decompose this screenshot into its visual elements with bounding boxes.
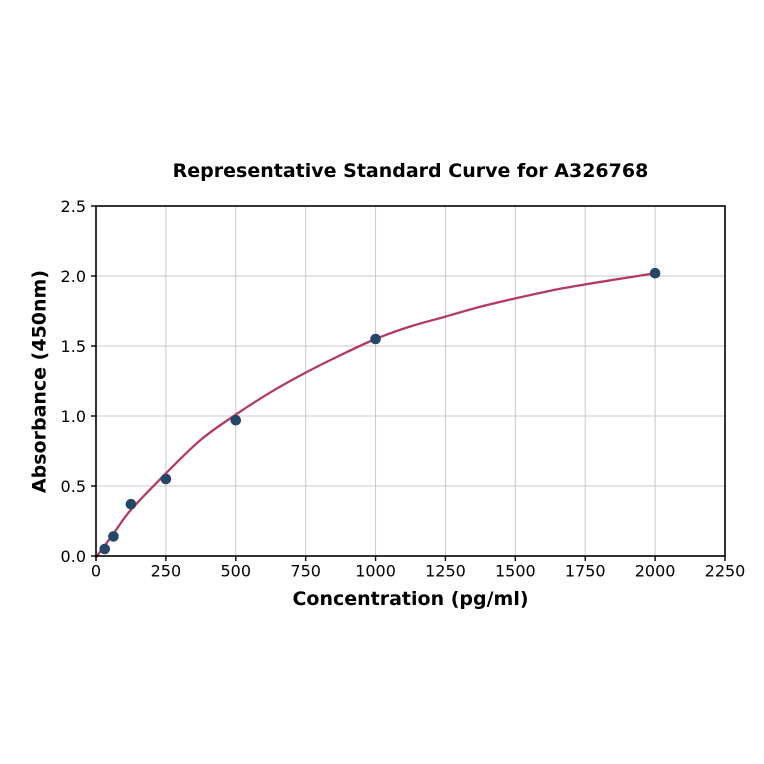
x-tick-label: 0 <box>91 562 101 581</box>
plot-border <box>95 205 726 557</box>
x-tick-label: 1000 <box>355 562 396 581</box>
data-point <box>125 498 137 510</box>
y-tick-label: 2.0 <box>61 267 86 286</box>
data-point <box>160 473 172 485</box>
x-tick-label: 2250 <box>705 562 746 581</box>
y-tick-label: 2.5 <box>61 197 86 216</box>
data-point <box>99 543 111 555</box>
y-tick-label: 0.5 <box>61 477 86 496</box>
x-tick-label: 1250 <box>425 562 466 581</box>
data-point <box>230 414 242 426</box>
x-tick-label: 250 <box>151 562 182 581</box>
x-tick-label: 1750 <box>565 562 606 581</box>
chart-title: Representative Standard Curve for A32676… <box>172 160 649 182</box>
x-tick-label: 750 <box>290 562 321 581</box>
x-tick-label: 1500 <box>495 562 536 581</box>
y-tick-label: 0.0 <box>61 547 86 566</box>
data-point <box>370 333 381 345</box>
x-tick-label: 500 <box>221 562 252 581</box>
data-point <box>108 531 119 542</box>
y-tick-label: 1.0 <box>61 407 86 426</box>
data-point <box>649 267 661 279</box>
x-tick-label: 2000 <box>635 562 676 581</box>
x-axis-label: Concentration (pg/ml) <box>292 588 529 610</box>
y-tick-label: 1.5 <box>61 337 86 356</box>
